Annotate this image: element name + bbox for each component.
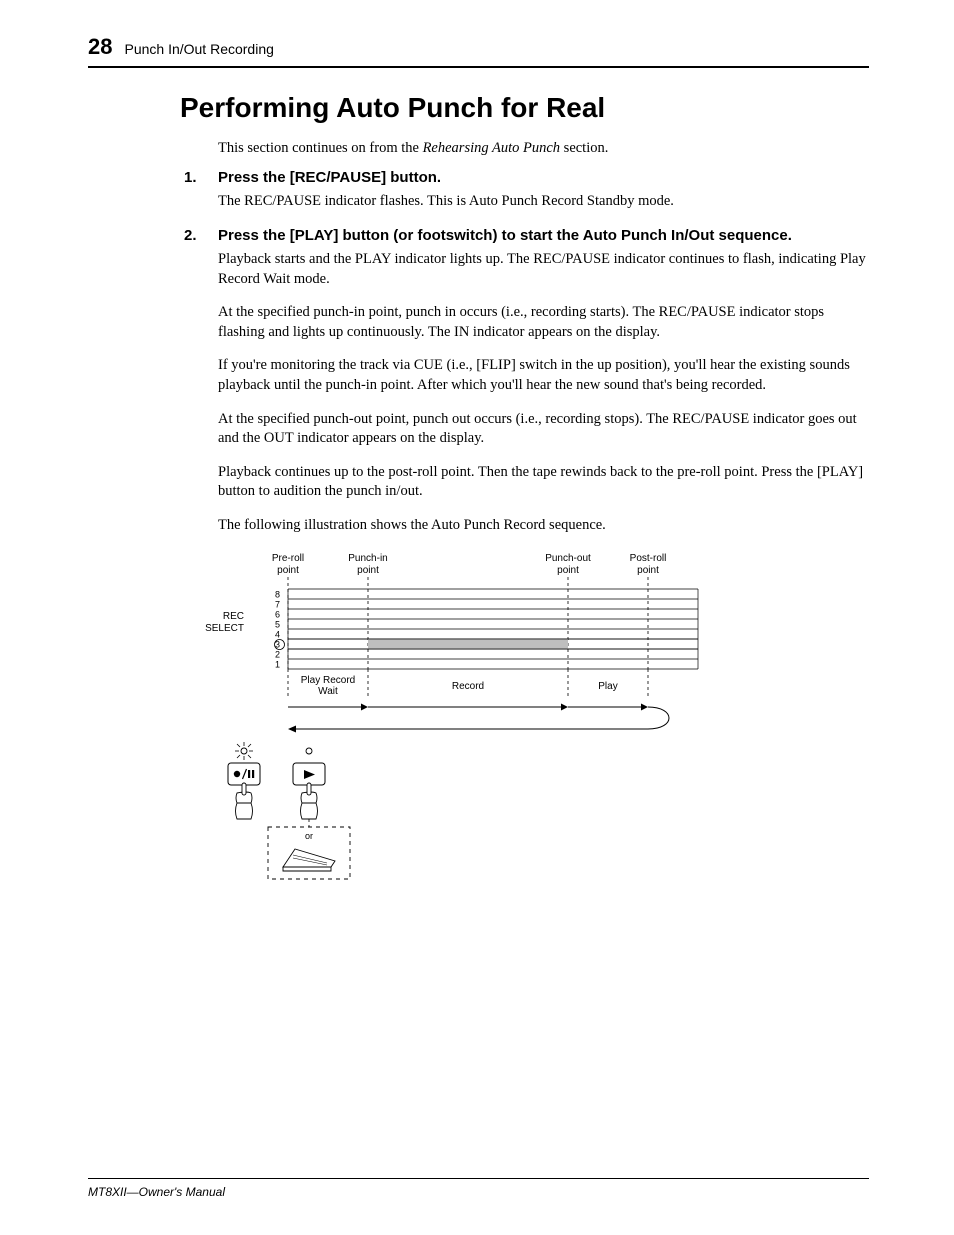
steps-list: Press the [REC/PAUSE] button. The REC/PA…: [184, 168, 869, 535]
step-2: Press the [PLAY] button (or footswitch) …: [184, 226, 869, 535]
svg-text:Wait: Wait: [318, 686, 338, 697]
page-header: 28 Punch In/Out Recording: [88, 34, 869, 68]
step-2-p2: At the specified punch-in point, punch i…: [218, 303, 869, 342]
svg-text:6: 6: [275, 610, 280, 620]
header-section-title: Punch In/Out Recording: [124, 41, 273, 57]
step-2-p4: At the specified punch-out point, punch …: [218, 410, 869, 449]
svg-text:Record: Record: [452, 681, 484, 692]
svg-text:point: point: [357, 565, 379, 576]
step-2-p5: Playback continues up to the post-roll p…: [218, 463, 869, 502]
svg-text:point: point: [557, 565, 579, 576]
svg-text:Punch-in: Punch-in: [348, 553, 387, 564]
step-2-head: Press the [PLAY] button (or footswitch) …: [184, 226, 869, 246]
svg-text:Pre-roll: Pre-roll: [272, 553, 304, 564]
svg-text:3: 3: [275, 640, 280, 650]
svg-text:SELECT: SELECT: [205, 623, 244, 634]
page: 28 Punch In/Out Recording Performing Aut…: [0, 0, 954, 1235]
svg-text:8: 8: [275, 590, 280, 600]
svg-text:or: or: [305, 831, 313, 841]
page-title: Performing Auto Punch for Real: [180, 92, 869, 124]
step-1: Press the [REC/PAUSE] button. The REC/PA…: [184, 168, 869, 212]
page-footer: MT8XII—Owner's Manual: [88, 1178, 869, 1199]
step-1-head: Press the [REC/PAUSE] button.: [184, 168, 869, 188]
sequence-diagram: Pre-rollpointPunch-inpointPunch-outpoint…: [198, 549, 869, 924]
svg-text:Play Record: Play Record: [301, 675, 355, 686]
step-1-body: The REC/PAUSE indicator flashes. This is…: [218, 192, 869, 212]
step-2-p1: Playback starts and the PLAY indicator l…: [218, 250, 869, 289]
svg-text:point: point: [637, 565, 659, 576]
step-1-p1: The REC/PAUSE indicator flashes. This is…: [218, 192, 869, 212]
sequence-svg: Pre-rollpointPunch-inpointPunch-outpoint…: [198, 549, 758, 919]
intro-prefix: This section continues on from the: [218, 140, 423, 156]
intro-italic: Rehearsing Auto Punch: [423, 140, 560, 156]
svg-text:REC: REC: [223, 611, 244, 622]
svg-text:5: 5: [275, 620, 280, 630]
svg-text:7: 7: [275, 600, 280, 610]
svg-text:Play: Play: [598, 681, 617, 692]
svg-text:2: 2: [275, 650, 280, 660]
svg-text:Post-roll: Post-roll: [630, 553, 667, 564]
svg-text:point: point: [277, 565, 299, 576]
step-2-body: Playback starts and the PLAY indicator l…: [218, 250, 869, 535]
intro-paragraph: This section continues on from the Rehea…: [218, 139, 869, 159]
step-2-p6: The following illustration shows the Aut…: [218, 516, 869, 536]
svg-text:Punch-out: Punch-out: [545, 553, 591, 564]
intro-suffix: section.: [560, 140, 608, 156]
step-2-p3: If you're monitoring the track via CUE (…: [218, 356, 869, 395]
svg-text:4: 4: [275, 630, 280, 640]
page-number: 28: [88, 34, 112, 60]
svg-text:1: 1: [275, 660, 280, 670]
